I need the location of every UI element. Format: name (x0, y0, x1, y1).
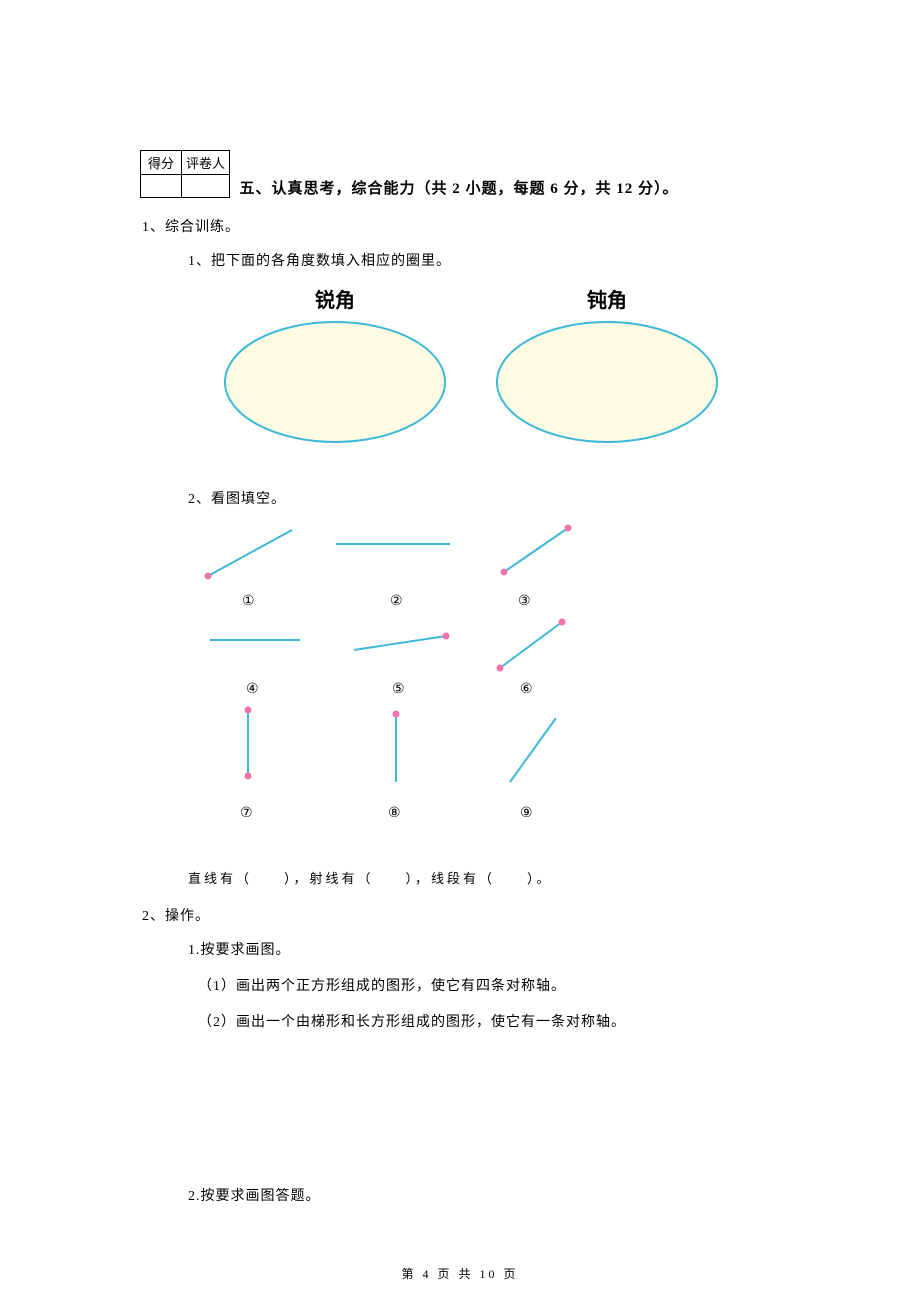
page-footer: 第 4 页 共 10 页 (0, 1265, 920, 1282)
endpoint-dot (501, 569, 508, 576)
circled-number: ⑤ (392, 680, 405, 697)
figure-line (208, 530, 292, 576)
fill-sentence: 直线有（ ），射线有（ ），线段有（ ）。 (188, 868, 780, 887)
ovals-figure: 锐角 钝角 (180, 284, 740, 474)
endpoint-dot (245, 773, 252, 780)
oval-right-block: 钝角 (492, 284, 722, 452)
oval-left-block: 锐角 (220, 284, 450, 452)
q1-label: 1、综合训练。 (142, 216, 780, 236)
endpoint-dot (497, 665, 504, 672)
q2-sub1-p1: （1）画出两个正方形组成的图形，使它有四条对称轴。 (198, 975, 780, 995)
endpoint-dot (443, 633, 450, 640)
oval-right-svg (492, 317, 722, 447)
figure-line (504, 528, 568, 572)
endpoint-dot (559, 619, 566, 626)
oval-left-svg (220, 317, 450, 447)
circled-number: ⑦ (240, 804, 253, 821)
page-content: 得分 评卷人 五、认真思考，综合能力（共 2 小题，每题 6 分，共 12 分）… (0, 0, 920, 1205)
circled-number: ④ (246, 680, 259, 697)
q2-label: 2、操作。 (142, 905, 780, 925)
q2-sub1-label: 1.按要求画图。 (188, 939, 780, 959)
endpoint-dot (393, 711, 400, 718)
oval-left-label: 锐角 (220, 284, 450, 313)
section-title: 五、认真思考，综合能力（共 2 小题，每题 6 分，共 12 分）。 (240, 181, 679, 197)
oval-right-label: 钝角 (492, 284, 722, 313)
drawing-space (140, 1031, 780, 1171)
grader-label-cell: 评卷人 (182, 151, 230, 175)
score-table: 得分 评卷人 (140, 150, 230, 198)
score-label-cell: 得分 (141, 151, 182, 175)
q2-sub2-label: 2.按要求画图答题。 (188, 1185, 780, 1205)
figure-line (354, 636, 446, 650)
grader-value-cell (182, 175, 230, 198)
figure-line (510, 718, 556, 782)
endpoint-dot (205, 573, 212, 580)
circled-number: ② (390, 592, 403, 609)
circled-number: ③ (518, 592, 531, 609)
lines-figure: ① ② ③ ④ ⑤ ⑥ ⑦ ⑧ ⑨ (170, 522, 670, 862)
circled-number: ⑨ (520, 804, 533, 821)
circled-number: ① (242, 592, 255, 609)
oval-left-shape (225, 322, 445, 442)
section-header-row: 得分 评卷人 五、认真思考，综合能力（共 2 小题，每题 6 分，共 12 分）… (140, 150, 780, 198)
q1-sub2-label: 2、看图填空。 (188, 488, 780, 508)
figure-line (500, 622, 562, 668)
circled-number: ⑥ (520, 680, 533, 697)
endpoint-dot (565, 525, 572, 532)
score-value-cell (141, 175, 182, 198)
score-box: 得分 评卷人 (140, 150, 230, 198)
q2-sub1-p2: （2）画出一个由梯形和长方形组成的图形，使它有一条对称轴。 (198, 1011, 780, 1031)
q1-sub1-label: 1、把下面的各角度数填入相应的圈里。 (188, 250, 780, 270)
lines-svg (170, 522, 670, 822)
oval-right-shape (497, 322, 717, 442)
circled-number: ⑧ (388, 804, 401, 821)
endpoint-dot (245, 707, 252, 714)
